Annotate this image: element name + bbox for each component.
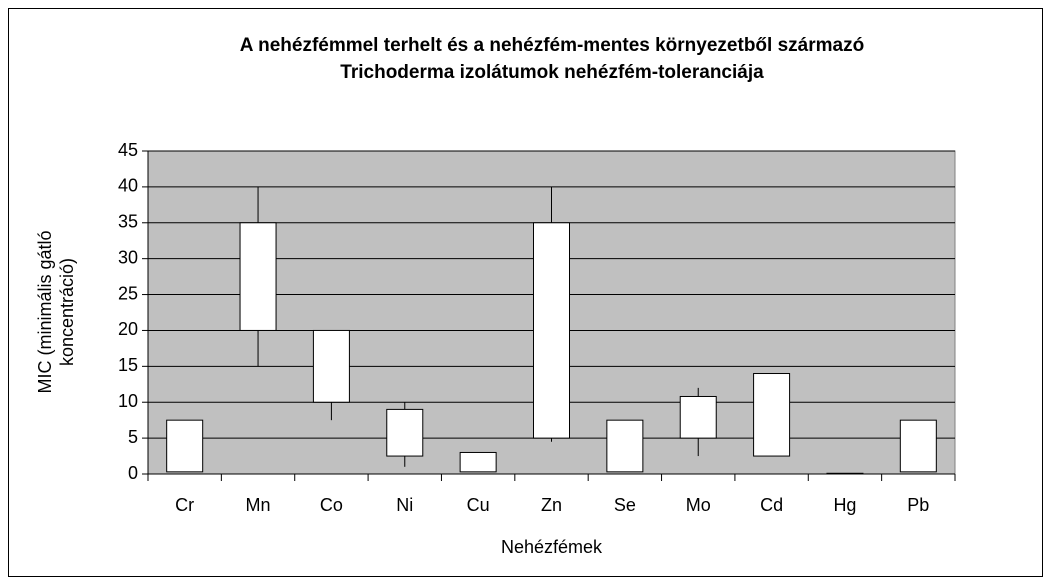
y-tick-label: 10	[118, 391, 138, 411]
y-axis-label: MIC (minimális gátló	[35, 230, 55, 393]
box	[386, 408, 424, 457]
box	[679, 395, 717, 439]
x-axis-label: Nehézfémek	[501, 537, 603, 557]
box	[239, 222, 277, 331]
x-tick-label: Cu	[467, 495, 490, 515]
x-tick-label: Hg	[833, 495, 856, 515]
y-tick-label: 5	[128, 427, 138, 447]
chart-title: Trichoderma izolátumok nehézfém-toleranc…	[340, 62, 764, 83]
chart-title: A nehézfémmel terhelt és a nehézfém-ment…	[240, 35, 864, 56]
y-tick-label: 25	[118, 283, 138, 303]
x-tick-label: Mo	[686, 495, 711, 515]
box	[899, 419, 937, 473]
y-tick-label: 15	[118, 355, 138, 375]
y-tick-label: 45	[118, 140, 138, 160]
x-tick-label: Zn	[541, 495, 562, 515]
y-tick-label: 40	[118, 176, 138, 196]
x-tick-label: Se	[614, 495, 636, 515]
box	[753, 373, 791, 457]
x-tick-label: Pb	[907, 495, 929, 515]
x-tick-label: Mn	[246, 495, 271, 515]
y-axis-label: koncentráció)	[57, 258, 77, 366]
x-tick-label: Cr	[175, 495, 194, 515]
box	[606, 419, 644, 473]
x-tick-label: Co	[320, 495, 343, 515]
y-tick-label: 35	[118, 212, 138, 232]
ylabel: MIC (minimális gátló koncentráció)	[35, 230, 77, 393]
box	[166, 419, 204, 473]
box	[312, 329, 350, 403]
box	[459, 451, 497, 473]
box	[533, 222, 570, 439]
x-tick-label: Cd	[760, 495, 783, 515]
y-tick-label: 0	[128, 463, 138, 483]
y-tick-label: 30	[118, 247, 138, 267]
y-tick-label: 20	[118, 319, 138, 339]
x-tick-label: Ni	[396, 495, 413, 515]
box	[826, 472, 864, 475]
